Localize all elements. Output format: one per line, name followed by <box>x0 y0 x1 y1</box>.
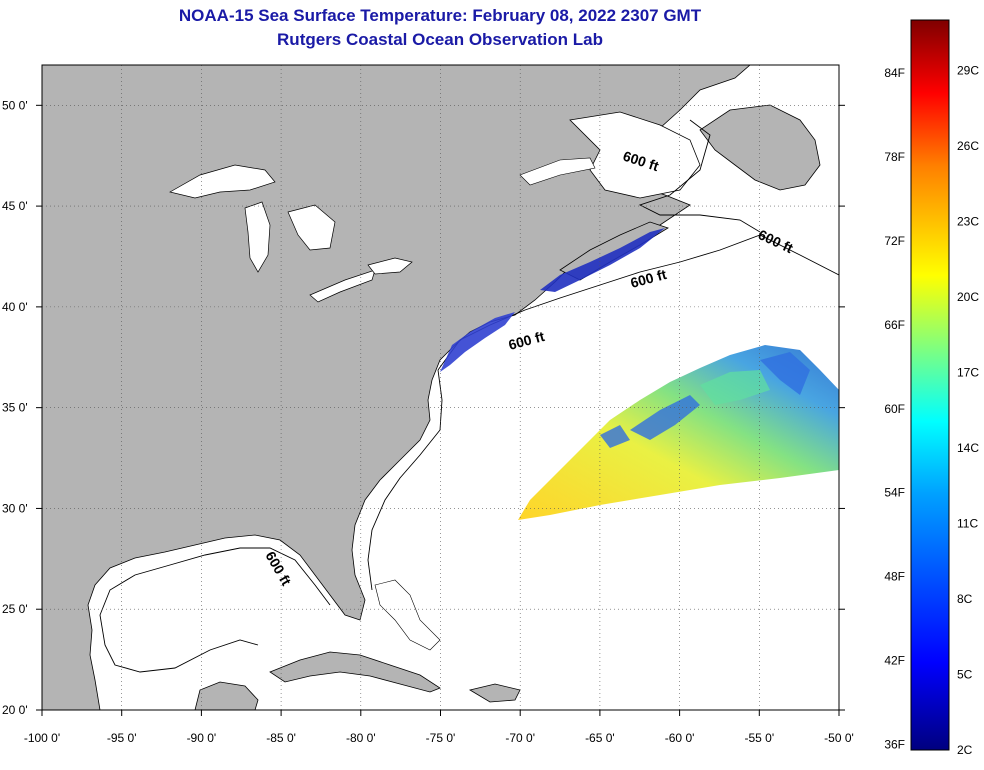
lon-label: -100 0' <box>24 731 60 745</box>
colorbar-c-label: 17C <box>957 365 979 379</box>
colorbar-f-label: 60F <box>884 402 905 416</box>
sst-gulf-of-maine <box>540 228 665 292</box>
colorbar-c-label: 23C <box>957 214 979 228</box>
colorbar-c-label: 11C <box>957 516 978 530</box>
colorbar-f-label: 84F <box>884 66 905 80</box>
map-subtitle: Rutgers Coastal Ocean Observation Lab <box>277 30 603 49</box>
lake-superior <box>169 164 276 199</box>
lat-label: 35 0' <box>2 401 28 415</box>
colorbar-c-label: 5C <box>957 667 973 681</box>
lon-label: -60 0' <box>665 731 695 745</box>
colorbar-c-label: 8C <box>957 592 973 606</box>
colorbar-f-label: 42F <box>884 653 905 667</box>
colorbar-f-label: 72F <box>884 234 905 248</box>
sst-swath-blue-patches <box>600 352 810 448</box>
colorbar-celsius-labels: 29C 26C 23C 20C 17C 14C 11C 8C 5C 2C <box>957 63 979 757</box>
lon-label: -95 0' <box>107 731 137 745</box>
land-cuba <box>269 651 441 693</box>
colorbar-f-label: 48F <box>884 570 905 584</box>
lon-label: -55 0' <box>744 731 774 745</box>
colorbar-c-label: 14C <box>957 441 979 455</box>
isobath-600ft-gulf <box>99 547 331 673</box>
map-gridlines <box>42 65 839 710</box>
lat-label: 25 0' <box>2 602 28 616</box>
colorbar-c-label: 20C <box>957 290 979 304</box>
sst-coastal-cold <box>440 312 515 372</box>
lake-michigan <box>244 201 271 273</box>
lon-label: -90 0' <box>187 731 217 745</box>
lat-label: 20 0' <box>2 703 28 717</box>
lat-label: 30 0' <box>2 501 28 515</box>
lat-label: 40 0' <box>2 300 28 314</box>
land-yucatan <box>194 681 259 710</box>
st-lawrence-river <box>519 157 596 186</box>
colorbar <box>910 19 950 751</box>
colorbar-c-label: 26C <box>957 139 979 153</box>
colorbar-f-label: 54F <box>884 486 905 500</box>
land-newfoundland <box>699 104 821 191</box>
isobath-600ft-southeast <box>367 369 443 591</box>
latitude-labels: 20 0' 25 0' 30 0' 35 0' 40 0' 45 0' 50 0' <box>2 98 28 717</box>
land-hispaniola <box>468 683 521 703</box>
lon-label: -75 0' <box>426 731 456 745</box>
lat-label: 45 0' <box>2 199 28 213</box>
map-title: NOAA-15 Sea Surface Temperature: Februar… <box>178 6 702 25</box>
isobath-600ft-labrador <box>638 119 761 233</box>
lake-erie <box>309 269 376 303</box>
land-bahamas <box>374 579 441 651</box>
sst-swath-green <box>700 370 770 405</box>
lon-label: -65 0' <box>585 731 615 745</box>
lon-label: -80 0' <box>346 731 376 745</box>
lon-label: -50 0' <box>824 731 854 745</box>
frame-ticks <box>36 104 845 716</box>
lat-label: 50 0' <box>2 98 28 112</box>
colorbar-f-label: 36F <box>884 737 905 751</box>
lon-label: -70 0' <box>505 731 535 745</box>
colorbar-fahrenheit-labels: 84F 78F 72F 66F 60F 54F 48F 42F 36F <box>884 66 905 751</box>
longitude-labels: -100 0' -95 0' -90 0' -85 0' -80 0' -75 0' -70… <box>24 731 854 745</box>
colorbar-f-label: 78F <box>884 150 905 164</box>
colorbar-f-label: 66F <box>884 318 905 332</box>
gulf-st-lawrence <box>569 111 701 199</box>
lake-ontario <box>367 257 413 275</box>
lon-label: -85 0' <box>266 731 296 745</box>
colorbar-c-label: 2C <box>957 743 973 757</box>
lake-huron <box>287 204 336 251</box>
colorbar-c-label: 29C <box>957 63 979 77</box>
